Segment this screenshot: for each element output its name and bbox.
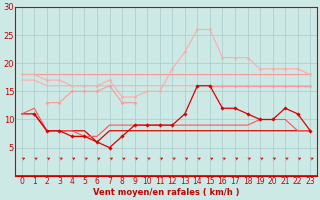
X-axis label: Vent moyen/en rafales ( km/h ): Vent moyen/en rafales ( km/h ) [93,188,239,197]
